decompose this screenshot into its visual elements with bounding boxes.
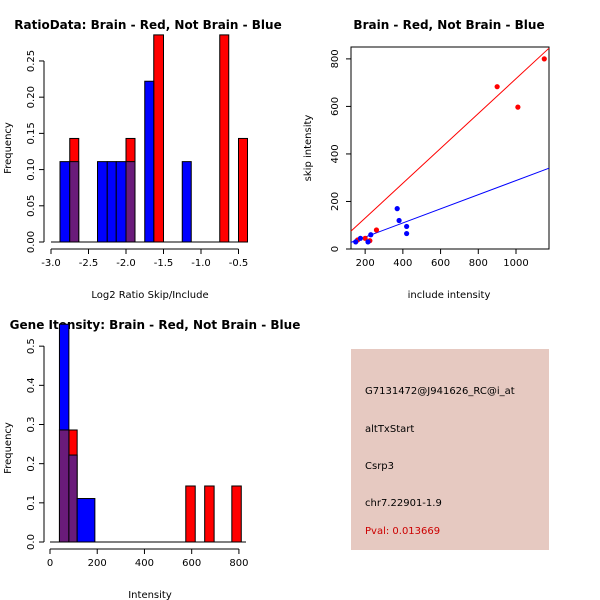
gene-histogram-panel: Gene Itensity: Brain - Red, Not Brain - … [3, 318, 300, 600]
ratio-brain-bar [153, 34, 164, 243]
ratio-bars [51, 34, 248, 243]
not-brain-point [353, 239, 359, 245]
scatter-axes: 200 400 600 800 1000 0 200 400 600 800 [330, 49, 529, 269]
brain-point [541, 56, 547, 62]
ratio-not-brain-bar [115, 161, 127, 243]
gene-y-tick-label: 0.2 [26, 456, 37, 472]
not-brain-point [365, 239, 371, 245]
scatter-y-tick-label: 400 [330, 144, 341, 163]
scatter-points [353, 56, 547, 245]
gene-brain-bar [204, 485, 215, 543]
gene-x-tick-label: 0 [47, 558, 53, 569]
ratio-x-tick-label: -3.0 [41, 258, 61, 269]
brain-point [362, 235, 368, 241]
ratio-y-tick-label: 0.05 [26, 195, 37, 217]
ratio-x-tick-label: -1.0 [191, 258, 211, 269]
gene-brain-bar [231, 485, 242, 543]
brain-point [373, 227, 380, 233]
ratio-x-tick-label: -2.0 [116, 258, 136, 269]
genomic-location: chr7.22901-1.9 [365, 498, 442, 509]
gene-y-tick-label: 0.4 [26, 377, 37, 393]
gene-xlabel: Intensity [128, 590, 172, 600]
gene-axes: 0 200 400 600 800 0.0 0.1 0.2 0.3 0.4 0.5 [26, 338, 248, 569]
brain-point [494, 84, 500, 90]
gene-not-brain-bar [58, 323, 70, 431]
scatter-x-tick-label: 600 [431, 258, 450, 269]
scatter-x-tick-label: 800 [469, 258, 488, 269]
scatter-x-tick-label: 200 [356, 258, 375, 269]
ratio-y-tick-label: 0.25 [26, 50, 37, 72]
ratio-axes: -3.0 -2.5 -2.0 -1.5 -1.0 -0.5 0.00 0.05 0.10 0.15… [26, 50, 248, 269]
brain-point [515, 104, 521, 110]
scatter-xlabel: include intensity [408, 290, 491, 301]
gene-title: Gene Itensity: Brain - Red, Not Brain - … [10, 318, 301, 332]
gene-y-tick-label: 0.0 [26, 534, 37, 550]
ratio-x-tick-label: -0.5 [229, 258, 249, 269]
gene-x-tick-label: 200 [88, 558, 107, 569]
ratio-not-brain-bar [106, 161, 117, 243]
scatter-y-tick-label: 800 [330, 49, 341, 68]
gene-ylabel: Frequency [3, 422, 14, 474]
ratio-overlap-bar [69, 161, 80, 243]
gene-brain-bar [185, 485, 196, 543]
ratio-brain-bar [238, 137, 248, 243]
brain-fit-line [350, 47, 550, 232]
not-brain-point [404, 230, 410, 237]
scatter-x-tick-label: 1000 [503, 258, 528, 269]
gene-x-tick-label: 600 [182, 558, 201, 569]
info-box: G7131472@J941626_RC@i_at altTxStart Csrp… [351, 349, 549, 550]
not-brain-point [368, 232, 374, 238]
scatter-y-tick-label: 200 [330, 192, 341, 211]
not-brain-point [396, 217, 402, 224]
ratio-brain-bar [219, 34, 230, 243]
gene-y-tick-label: 0.5 [26, 338, 37, 354]
not-brain-point [404, 223, 410, 230]
ratio-xlabel: Log2 Ratio Skip/Include [91, 290, 208, 301]
scatter-y-tick-label: 600 [330, 97, 341, 116]
scatter-frame [350, 46, 550, 250]
ratio-y-tick-label: 0.10 [26, 158, 37, 180]
gene-x-tick-label: 800 [229, 558, 248, 569]
ratio-not-brain-bar [181, 161, 192, 243]
gene-y-tick-label: 0.1 [26, 495, 37, 511]
scatter-fit-lines [350, 47, 550, 243]
ratio-title: RatioData: Brain - Red, Not Brain - Blue [14, 18, 281, 32]
event-type: altTxStart [365, 424, 415, 435]
ratio-x-tick-label: -2.5 [79, 258, 99, 269]
probe-id: G7131472@J941626_RC@i_at [365, 386, 515, 397]
ratio-not-brain-bar [144, 80, 155, 243]
scatter-y-tick-label: 0 [330, 246, 341, 252]
not-brain-point [357, 235, 364, 241]
ratio-not-brain-bar [97, 161, 108, 243]
scatter-x-tick-label: 400 [393, 258, 412, 269]
not-brain-point [394, 206, 400, 212]
ratio-x-tick-label: -1.5 [154, 258, 174, 269]
ratio-overlap-bar [125, 161, 136, 243]
gene-y-tick-label: 0.3 [26, 417, 37, 433]
gene-bars [50, 323, 246, 543]
not-brain-fit-line [350, 167, 550, 243]
ratio-ylabel: Frequency [3, 122, 14, 174]
gene-not-brain-bar [76, 498, 96, 543]
ratio-y-tick-label: 0.00 [26, 231, 37, 253]
gene-overlap-bar [58, 429, 70, 543]
ratio-y-tick-label: 0.20 [26, 86, 37, 108]
gene-overlap-bar [68, 454, 78, 543]
ratio-y-tick-label: 0.15 [26, 122, 37, 144]
scatter-title: Brain - Red, Not Brain - Blue [353, 18, 544, 32]
scatter-ylabel: skip intensity [303, 115, 314, 182]
ratio-not-brain-bar [59, 161, 71, 243]
p-value: Pval: 0.013669 [365, 526, 441, 537]
gene-symbol: Csrp3 [365, 461, 395, 472]
ratio-histogram-panel: RatioData: Brain - Red, Not Brain - Blue… [3, 18, 282, 301]
gene-x-tick-label: 400 [135, 558, 154, 569]
scatter-panel: Brain - Red, Not Brain - Blue 200 400 600 8… [303, 18, 550, 301]
